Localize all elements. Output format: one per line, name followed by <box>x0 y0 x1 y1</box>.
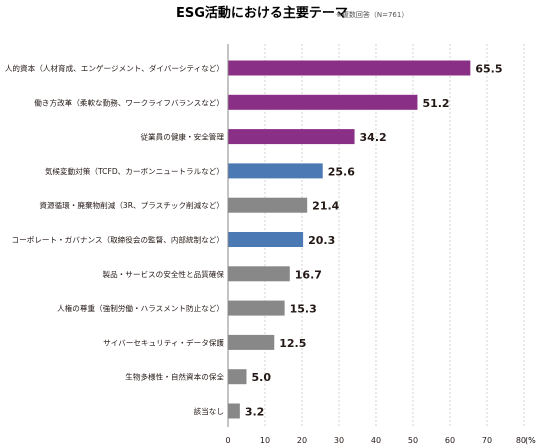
category-label: 従業員の健康・安全管理 <box>140 132 224 142</box>
x-axis-unit: (%) <box>525 436 536 445</box>
bars <box>228 60 471 419</box>
bar <box>228 60 471 76</box>
bar <box>228 369 247 385</box>
x-tick-label: 20 <box>297 436 307 445</box>
x-tick-label: 30 <box>334 436 344 445</box>
category-label: サイバーセキュリティ・データ保護 <box>103 337 224 347</box>
value-label: 15.3 <box>290 303 317 316</box>
bar <box>228 94 418 110</box>
category-label: コーポレート・ガバナンス（取締役会の監督、内部統制など） <box>12 235 224 245</box>
value-label: 20.3 <box>308 234 335 247</box>
x-tick-label: 80 <box>516 436 526 445</box>
value-label: 3.2 <box>245 406 265 419</box>
bar <box>228 300 285 316</box>
bar <box>228 403 240 419</box>
value-label: 65.5 <box>475 63 502 76</box>
value-label: 51.2 <box>422 97 449 110</box>
x-tick-label: 10 <box>260 436 270 445</box>
bar <box>228 266 290 282</box>
category-label: 働き方改革（柔軟な勤務、ワークライフバランスなど） <box>34 97 224 107</box>
x-tick-label: 0 <box>225 436 230 445</box>
x-tick-label: 70 <box>482 436 492 445</box>
x-tick-label: 40 <box>371 436 381 445</box>
category-labels: 人的資本（人材育成、エンゲージメント、ダイバーシティなど） 働き方改革（柔軟な勤務… <box>5 63 225 416</box>
category-label: 製品・サービスの安全性と品質確保 <box>103 269 225 279</box>
category-label: 生物多様性・自然資本の保全 <box>125 372 224 382</box>
x-tick-labels: 0 10 20 30 40 50 60 70 80 <box>225 436 526 445</box>
value-label: 21.4 <box>312 200 339 213</box>
category-label: 資源循環・廃棄物削減（3R、プラスチック削減など） <box>39 200 224 210</box>
bar <box>228 197 308 213</box>
value-label: 34.2 <box>360 131 387 144</box>
bar <box>228 163 323 179</box>
bar <box>228 129 355 145</box>
chart-title: ESG活動における主要テーマ <box>176 5 348 21</box>
value-label: 5.0 <box>252 371 272 384</box>
category-label: 人権の尊重（強制労働・ハラスメント防止など） <box>57 303 224 313</box>
bar <box>228 334 275 350</box>
category-label: 気候変動対策（TCFD、カーボンニュートラルなど） <box>45 166 224 176</box>
value-labels: 65.5 51.2 34.2 25.6 21.4 20.3 16.7 15.3 12.5 5.0 3… <box>245 63 503 419</box>
bar <box>228 232 304 247</box>
x-tick-label: 60 <box>445 436 455 445</box>
x-tick-label: 50 <box>408 436 418 445</box>
chart-note: ※複数回答（N=761） <box>336 10 408 19</box>
category-label: 該当なし <box>194 406 224 416</box>
value-label: 12.5 <box>279 337 306 350</box>
category-label: 人的資本（人材育成、エンゲージメント、ダイバーシティなど） <box>5 63 224 73</box>
value-label: 16.7 <box>295 268 322 281</box>
value-label: 25.6 <box>328 165 355 178</box>
